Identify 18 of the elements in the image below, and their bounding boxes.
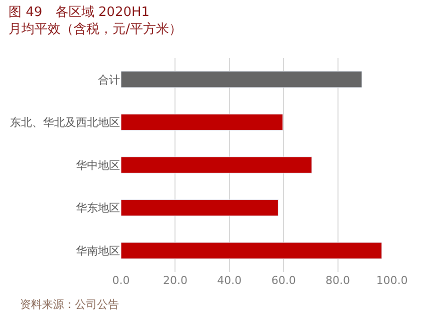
x-tick-label: 100.0 (376, 274, 408, 287)
x-tick-label: 80.0 (326, 274, 350, 287)
y-tick-label: 华东地区 (76, 202, 120, 215)
x-tick-label: 40.0 (217, 274, 242, 287)
bar (121, 71, 362, 88)
text: 资料来源：公司公告 (20, 298, 119, 311)
chart-title: 图 49 各区域 2020H1 月均平效（含税，元/平方米） (8, 5, 182, 37)
x-tick-label: 20.0 (162, 274, 188, 287)
bar (121, 156, 312, 174)
bar (121, 114, 284, 131)
y-tick-label: 华中地区 (76, 158, 120, 172)
y-tick-label: 东北、华北及西北地区 (10, 116, 120, 130)
x-tick-label: 60.0 (271, 274, 296, 287)
y-tick-label: 合计 (98, 73, 120, 86)
bar (121, 199, 278, 216)
bar (121, 242, 382, 259)
x-tick-label: 0.0 (112, 274, 130, 287)
y-tick-label: 华南地区 (76, 244, 120, 258)
